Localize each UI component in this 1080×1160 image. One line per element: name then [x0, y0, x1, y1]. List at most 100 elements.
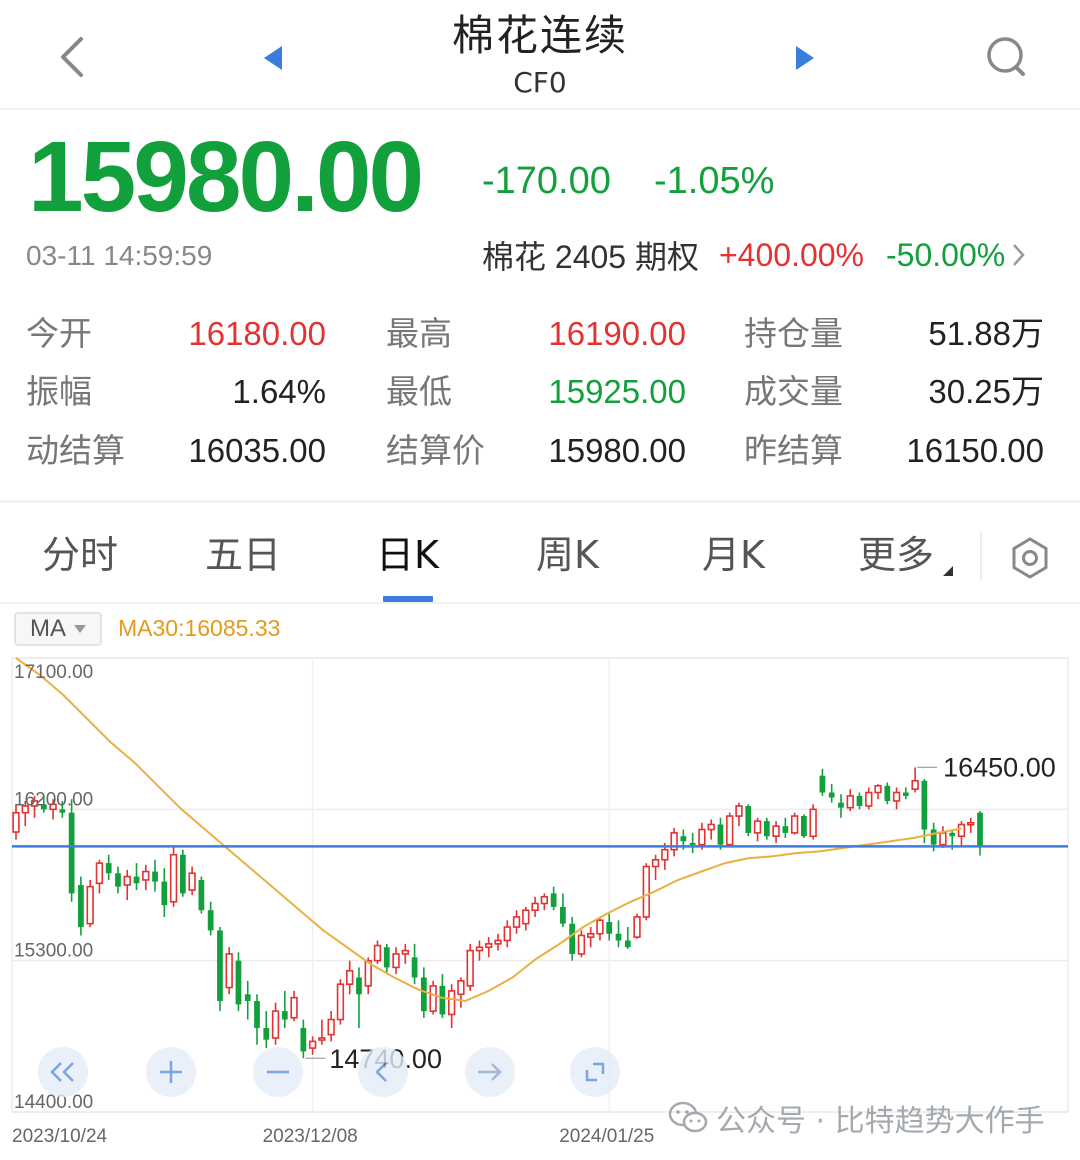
scroll-left-double-icon[interactable] — [38, 1047, 88, 1097]
back-icon[interactable] — [45, 30, 99, 84]
candle-body — [651, 858, 660, 868]
candle-body — [457, 980, 465, 996]
candle-body — [615, 933, 622, 941]
scroll-right-icon[interactable] — [465, 1047, 515, 1097]
stat-value: 30.25万 — [928, 373, 1044, 410]
candle-body — [921, 780, 928, 830]
candle-body — [939, 832, 947, 846]
tab-intraday[interactable]: 分时 — [42, 533, 119, 577]
candle-body — [745, 805, 752, 833]
indicator-selector-label: MA — [30, 615, 66, 642]
section-divider — [0, 500, 1080, 503]
candle-body — [856, 795, 863, 806]
candle-body — [411, 957, 418, 978]
candle-body — [892, 791, 901, 802]
ma30-line — [15, 657, 962, 1003]
candle-body — [494, 939, 502, 945]
candle-body — [161, 881, 168, 906]
tab-five-day[interactable]: 五日 — [205, 533, 282, 577]
chart-settings-icon[interactable] — [1008, 536, 1052, 580]
instrument-name: 棉花连续 — [451, 11, 628, 60]
candle-body — [59, 809, 66, 813]
candle-body — [930, 829, 937, 845]
candle-body — [12, 811, 20, 833]
stat-value: 1.64% — [232, 373, 326, 410]
candle-body — [957, 823, 966, 838]
ma30-value: MA30:16085.33 — [118, 615, 281, 641]
y-tick-label: 14400.00 — [14, 1092, 93, 1113]
scroll-left-icon[interactable] — [358, 1047, 408, 1097]
candle-body — [142, 870, 150, 881]
candle-body — [503, 926, 511, 942]
previous-contract-arrow-icon[interactable] — [250, 35, 296, 81]
zoom-in-plus-icon[interactable] — [146, 1047, 196, 1097]
candle-body — [78, 885, 84, 928]
candle-body — [447, 990, 456, 1016]
candle-body — [977, 812, 983, 847]
indicator-selector[interactable]: MA — [14, 612, 102, 646]
candle-body — [21, 805, 29, 814]
candle-body — [707, 823, 715, 831]
stat-value: 51.88万 — [928, 315, 1044, 352]
candle-body — [40, 804, 47, 810]
tab-more[interactable]: 更多 — [858, 533, 935, 577]
stat-label: 成交量 — [744, 372, 843, 411]
candle-body — [689, 842, 696, 845]
stat-value: 16150.00 — [906, 432, 1044, 469]
dropdown-arrow-icon — [74, 625, 86, 633]
fullscreen-icon[interactable] — [570, 1047, 620, 1097]
chevron-right-icon — [1011, 242, 1025, 268]
candle-body — [735, 805, 743, 817]
instrument-title-block: 棉花连续 CF0 — [340, 8, 740, 102]
stat-value: 15925.00 — [548, 373, 686, 410]
candle-body — [949, 832, 956, 837]
tab-daily-k[interactable]: 日K — [376, 533, 439, 577]
stats-row: 今开 16180.00 最高 16190.00 持仓量 51.88万 — [0, 305, 1080, 363]
search-icon[interactable] — [980, 30, 1034, 84]
stat-label: 昨结算 — [744, 431, 843, 470]
candle-body — [485, 943, 493, 949]
chart-period-tabs: 分时 五日 日K 周K 月K 更多 — [0, 510, 1080, 604]
candle-body — [105, 863, 112, 874]
candle-body — [522, 909, 530, 925]
stat-value: 15980.00 — [548, 432, 686, 469]
candle-body — [801, 816, 807, 837]
candle-body — [207, 910, 214, 931]
candle-body — [30, 800, 39, 807]
candle-body — [680, 836, 687, 842]
related-option-link[interactable]: 棉花 2405 期权 +400.00% -50.00% — [482, 232, 1025, 278]
candle-body — [587, 932, 595, 938]
candle-body — [838, 802, 844, 808]
y-tick-label: 15300.00 — [14, 941, 93, 962]
candle-body — [865, 791, 873, 807]
zoom-out-minus-icon[interactable] — [253, 1047, 303, 1097]
candle-body — [540, 895, 549, 905]
candle-body — [115, 873, 121, 887]
candle-body — [169, 853, 178, 903]
candle-body — [364, 959, 372, 987]
candle-body — [633, 916, 641, 938]
stats-row: 动结算 16035.00 结算价 15980.00 昨结算 16150.00 — [0, 422, 1080, 480]
option-name: 棉花 2405 期权 — [482, 239, 699, 275]
candle-body — [86, 885, 94, 925]
stats-row: 振幅 1.64% 最低 15925.00 成交量 30.25万 — [0, 363, 1080, 421]
candle-body — [967, 821, 975, 826]
candle-body — [439, 985, 446, 1015]
x-tick-label: 2023/12/08 — [263, 1126, 358, 1147]
candle-body — [392, 953, 400, 969]
active-tab-indicator — [383, 596, 433, 602]
candlestick-chart[interactable]: 17100.00 16200.00 15300.00 14400.00 2023/10/… — [0, 650, 1080, 1160]
candle-body — [560, 906, 566, 924]
candle-body — [763, 821, 770, 837]
tab-monthly-k[interactable]: 月K — [702, 533, 765, 577]
candle-body — [290, 996, 298, 1019]
stat-label: 最低 — [386, 372, 452, 411]
option-down-percent: -50.00% — [886, 236, 1006, 273]
stat-label: 动结算 — [26, 431, 125, 470]
candle-body — [49, 803, 57, 811]
tab-weekly-k[interactable]: 周K — [536, 533, 599, 577]
candle-body — [550, 893, 557, 907]
next-contract-arrow-icon[interactable] — [782, 35, 828, 81]
option-up-percent: +400.00% — [718, 236, 864, 273]
candle-body — [244, 994, 251, 1002]
